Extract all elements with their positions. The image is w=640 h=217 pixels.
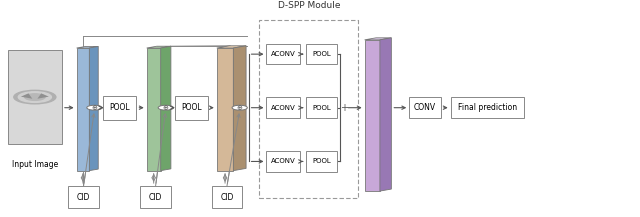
FancyBboxPatch shape <box>306 151 337 172</box>
Text: ACONV: ACONV <box>271 105 296 111</box>
Polygon shape <box>234 46 246 171</box>
Polygon shape <box>77 48 90 171</box>
Text: CONV: CONV <box>414 103 436 112</box>
Text: CID: CID <box>149 193 163 202</box>
Polygon shape <box>21 93 32 99</box>
Text: POOL: POOL <box>312 158 331 164</box>
Text: POOL: POOL <box>181 103 202 112</box>
Circle shape <box>25 94 45 100</box>
Circle shape <box>232 105 247 110</box>
FancyBboxPatch shape <box>140 186 171 209</box>
Polygon shape <box>380 38 392 191</box>
Text: ⊕: ⊕ <box>92 105 97 111</box>
Polygon shape <box>217 48 234 171</box>
Text: POOL: POOL <box>312 105 331 111</box>
Text: D-SPP Module: D-SPP Module <box>278 1 340 10</box>
Polygon shape <box>147 48 161 171</box>
Polygon shape <box>217 46 246 48</box>
Polygon shape <box>77 46 99 48</box>
Circle shape <box>87 105 102 110</box>
Polygon shape <box>37 93 49 99</box>
Polygon shape <box>365 38 392 40</box>
Text: Final prediction: Final prediction <box>458 103 517 112</box>
FancyBboxPatch shape <box>266 97 300 118</box>
Text: CID: CID <box>77 193 90 202</box>
FancyBboxPatch shape <box>306 44 337 64</box>
Circle shape <box>19 92 51 102</box>
Text: +: + <box>340 103 348 113</box>
Circle shape <box>14 90 56 104</box>
Circle shape <box>158 105 173 110</box>
Text: POOL: POOL <box>312 51 331 57</box>
FancyBboxPatch shape <box>8 50 62 144</box>
FancyBboxPatch shape <box>212 186 243 209</box>
Text: ⊕: ⊕ <box>163 105 169 111</box>
Polygon shape <box>161 46 171 171</box>
Text: CID: CID <box>220 193 234 202</box>
FancyBboxPatch shape <box>103 96 136 120</box>
Polygon shape <box>147 46 171 48</box>
Text: Input Image: Input Image <box>12 160 58 169</box>
FancyBboxPatch shape <box>409 97 441 118</box>
FancyBboxPatch shape <box>266 44 300 64</box>
FancyBboxPatch shape <box>175 96 208 120</box>
Text: ACONV: ACONV <box>271 51 296 57</box>
FancyBboxPatch shape <box>306 97 337 118</box>
FancyBboxPatch shape <box>451 97 524 118</box>
Polygon shape <box>90 46 99 171</box>
FancyBboxPatch shape <box>68 186 99 209</box>
Text: ACONV: ACONV <box>271 158 296 164</box>
FancyBboxPatch shape <box>266 151 300 172</box>
Text: POOL: POOL <box>109 103 130 112</box>
Text: ⊕: ⊕ <box>237 105 243 111</box>
Polygon shape <box>365 40 380 191</box>
